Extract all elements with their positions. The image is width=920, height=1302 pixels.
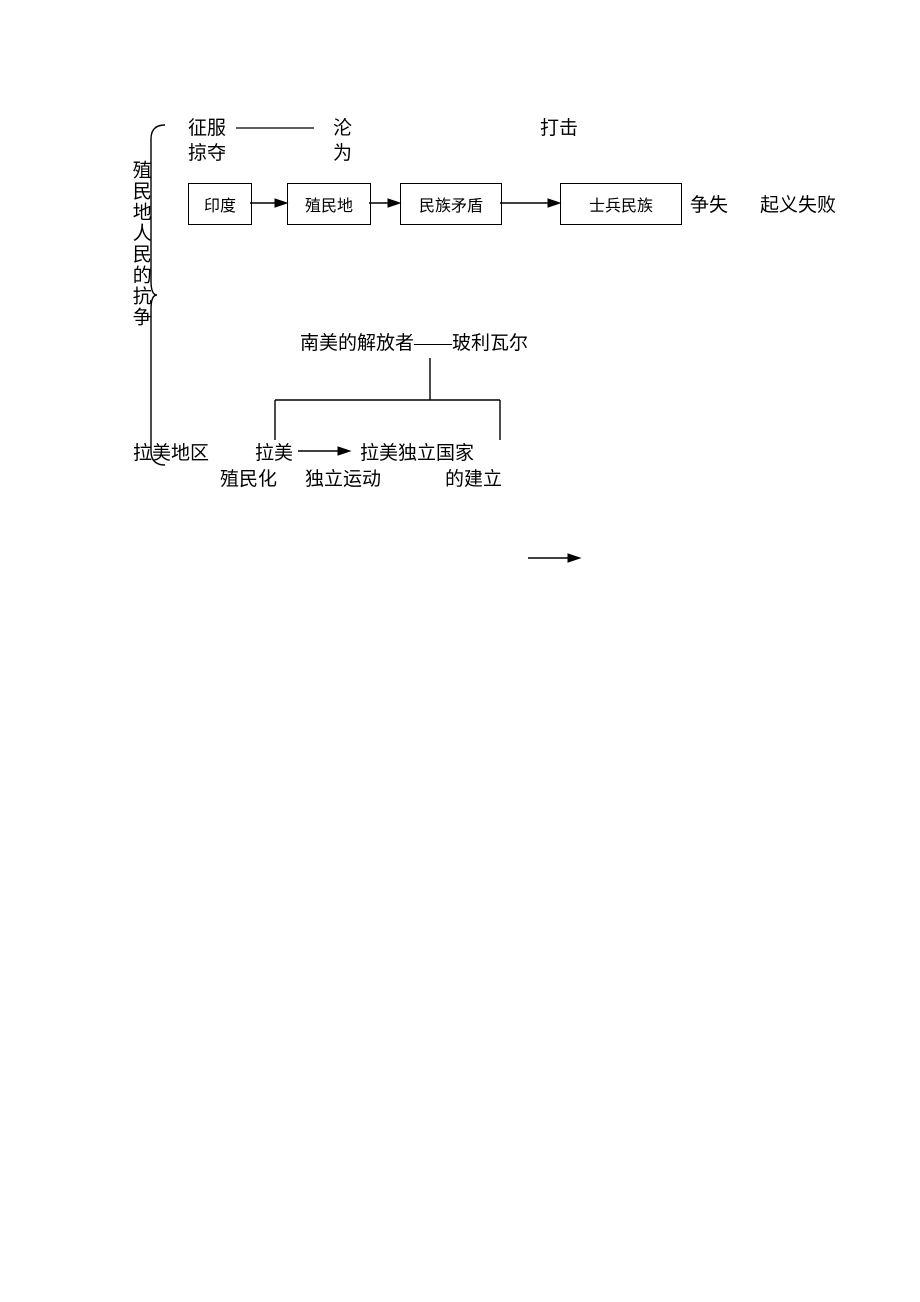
node-india-label: 印度 — [204, 192, 236, 216]
node-soldiers-label: 士兵民族 — [589, 192, 653, 216]
label-fail: 起义失败 — [760, 195, 836, 218]
label-founding: 的建立 — [445, 469, 502, 492]
node-india: 印度 — [188, 183, 252, 225]
label-fall2: 为 — [333, 143, 352, 166]
diagram-stage: 殖民地人民的抗争 征服 掠夺 沦 为 打击 争失 起义失败 印度 殖民地 民族矛… — [0, 0, 920, 1302]
label-strike: 打击 — [540, 118, 578, 141]
label-independence: 独立运动 — [305, 469, 381, 492]
label-countries: 拉美独立国家 — [360, 443, 474, 466]
label-latam: 拉美 — [255, 443, 293, 466]
label-fall1: 沦 — [333, 118, 352, 141]
vertical-title: 殖民地人民的抗争 — [128, 160, 151, 328]
node-conflict: 民族矛盾 — [400, 183, 502, 225]
bolivar-title: 南美的解放者——玻利瓦尔 — [300, 333, 528, 356]
node-conflict-label: 民族矛盾 — [419, 192, 483, 216]
node-colony: 殖民地 — [287, 183, 371, 225]
node-colony-label: 殖民地 — [305, 192, 353, 216]
label-conquer: 征服 — [188, 118, 226, 141]
label-lose: 争失 — [690, 195, 728, 218]
label-plunder: 掠夺 — [188, 143, 226, 166]
node-soldiers: 士兵民族 — [560, 183, 682, 225]
label-latam-region: 拉美地区 — [133, 443, 209, 466]
label-colonization: 殖民化 — [220, 469, 277, 492]
